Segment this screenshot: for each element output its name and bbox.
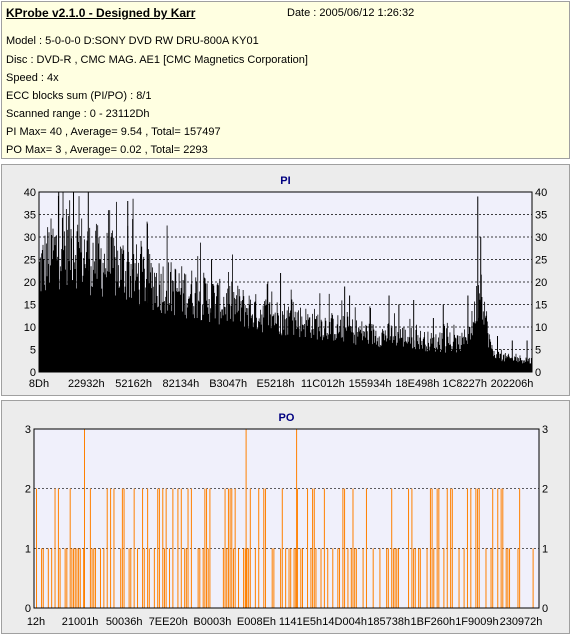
po-bars-level-1: [41, 548, 534, 608]
x-tick-label: 1C8227h: [442, 378, 487, 390]
x-tick-label: 22932h: [68, 378, 105, 390]
y-tick-label-left: 0: [25, 603, 31, 615]
disc-line: Disc : DVD-R , CMC MAG. AE1 [CMC Magneti…: [6, 54, 308, 66]
po-chart: PO 0 0 1 1 2 2 3 3 12h 21001h 50036h 7EE20h B0003h E00…: [25, 412, 548, 628]
plot-border: [38, 191, 533, 373]
pi-summary-line: PI Max= 40 , Average= 9.54 , Total= 1574…: [6, 126, 221, 138]
speed-line: Speed : 4x: [6, 72, 59, 84]
x-tick-label: 8Dh: [29, 378, 49, 390]
po-series: [36, 429, 534, 608]
y-tick-label-left: 2: [25, 484, 31, 496]
app-title: KProbe v2.1.0 - Designed by Karr: [6, 6, 196, 20]
y-tick-label-right: 35: [535, 210, 547, 222]
y-tick-label-left: 35: [24, 210, 36, 222]
y-tick-label-left: 20: [24, 277, 36, 289]
x-tick-label: 1BF260h: [410, 616, 455, 628]
x-tick-label: 21001h: [62, 616, 99, 628]
y-tick-label-right: 30: [535, 232, 547, 244]
pi-chart-panel: PI 0 0 5 5 10 10 15 15 20 20 25 25 30 30 35 35 40 40 8Dh 229…: [1, 164, 570, 396]
po-bars-level-2: [36, 488, 521, 608]
x-tick-label: 12h: [27, 616, 45, 628]
plot-area: [34, 429, 539, 608]
y-tick-label-right: 15: [535, 300, 547, 312]
chart-title: PI: [280, 175, 290, 187]
y-tick-label-left: 30: [24, 232, 36, 244]
x-tick-label: 52162h: [115, 378, 152, 390]
y-tick-label-left: 40: [24, 187, 36, 199]
y-tick-label-right: 0: [535, 367, 541, 379]
y-tick-label-right: 10: [535, 322, 547, 334]
y-tick-label-left: 25: [24, 255, 36, 267]
y-tick-label-left: 5: [30, 345, 36, 357]
x-tick-label: 50036h: [106, 616, 143, 628]
ecc-line: ECC blocks sum (PI/PO) : 8/1: [6, 90, 152, 102]
pi-chart: PI 0 0 5 5 10 10 15 15 20 20 25 25 30 30 35 35 40 40 8Dh 229…: [24, 175, 548, 390]
x-tick-label: 18E498h: [395, 378, 439, 390]
model-line: Model : 5-0-0-0 D:SONY DVD RW DRU-800A K…: [6, 35, 259, 47]
info-panel: KProbe v2.1.0 - Designed by Karr Date : …: [1, 1, 570, 159]
plot-border: [33, 428, 540, 609]
x-tick-label: 14D004h: [322, 616, 367, 628]
y-tick-label-left: 0: [30, 367, 36, 379]
y-tick-label-right: 2: [542, 484, 548, 496]
y-tick-label-right: 3: [542, 424, 548, 436]
y-tick-label-left: 3: [25, 424, 31, 436]
y-tick-label-right: 5: [535, 345, 541, 357]
y-tick-label-right: 1: [542, 543, 548, 555]
x-tick-label: 185738h: [367, 616, 410, 628]
po-summary-line: PO Max= 3 , Average= 0.02 , Total= 2293: [6, 144, 208, 156]
x-tick-label: 1141E5h: [279, 616, 322, 628]
x-tick-label: 82134h: [163, 378, 200, 390]
scan-date: Date : 2005/06/12 1:26:32: [287, 7, 415, 19]
y-tick-label-right: 20: [535, 277, 547, 289]
range-line: Scanned range : 0 - 23112Dh: [6, 108, 150, 120]
y-tick-label-right: 0: [542, 603, 548, 615]
y-tick-label-left: 15: [24, 300, 36, 312]
x-tick-label: B0003h: [193, 616, 231, 628]
x-tick-label: 1F9009h: [455, 616, 498, 628]
x-tick-label: 7EE20h: [149, 616, 188, 628]
y-tick-label-right: 40: [535, 187, 547, 199]
x-tick-label: E5218h: [257, 378, 295, 390]
chart-title: PO: [279, 412, 295, 424]
x-tick-label: E008Eh: [237, 616, 276, 628]
x-tick-label: B3047h: [209, 378, 247, 390]
x-tick-label: 202206h: [491, 378, 534, 390]
y-tick-label-left: 1: [25, 543, 31, 555]
x-tick-label: 155934h: [349, 378, 392, 390]
x-tick-label: 11C012h: [301, 378, 345, 390]
y-tick-label-left: 10: [24, 322, 36, 334]
po-chart-panel: PO 0 0 1 1 2 2 3 3 12h 21001h 50036h 7EE20h B0003h E00…: [1, 400, 570, 634]
pi-series: [38, 192, 533, 372]
y-tick-label-right: 25: [535, 255, 547, 267]
x-tick-label: 230972h: [500, 616, 543, 628]
